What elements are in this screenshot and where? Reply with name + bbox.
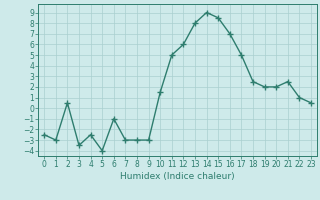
X-axis label: Humidex (Indice chaleur): Humidex (Indice chaleur) <box>120 172 235 181</box>
